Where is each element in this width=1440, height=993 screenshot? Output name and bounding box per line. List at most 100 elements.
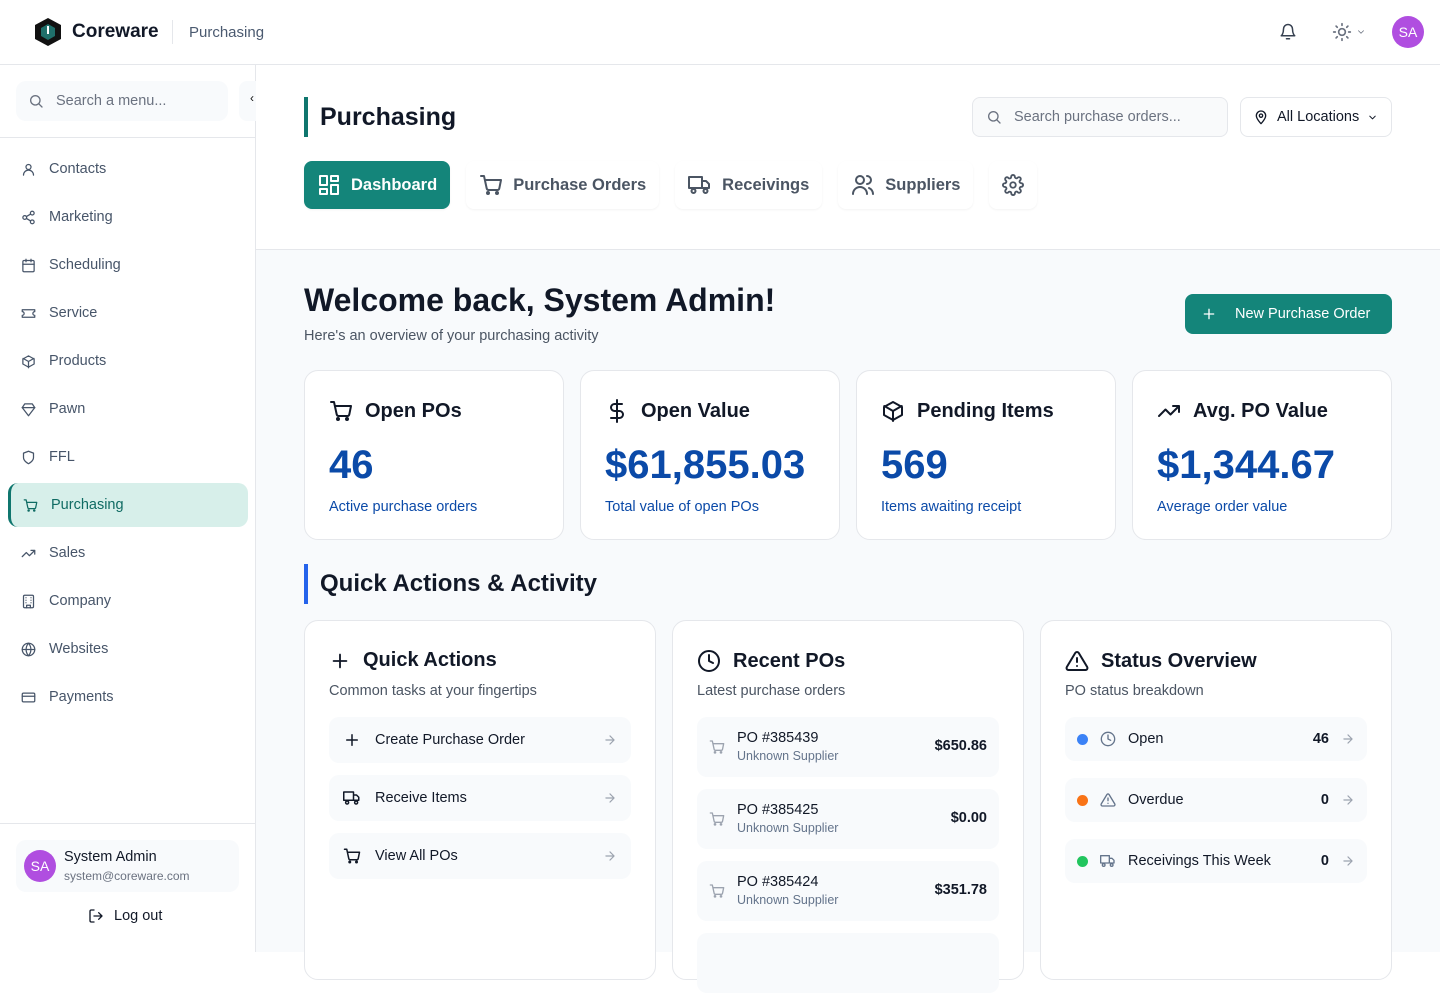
map-pin-icon <box>1255 110 1267 125</box>
truck-icon <box>343 791 360 805</box>
card-title: Recent POs <box>733 649 846 672</box>
po-number: PO #385424 <box>737 874 819 890</box>
sidebar-item-products[interactable]: Products <box>8 339 248 383</box>
user-avatar: SA <box>24 850 56 882</box>
building-icon <box>22 594 35 608</box>
po-list-item[interactable]: PO #385425 Unknown Supplier $0.00 <box>697 789 999 849</box>
divider <box>0 137 255 138</box>
tab-label: Dashboard <box>351 175 438 194</box>
tab-label: Purchase Orders <box>513 175 647 194</box>
stat-card: Open Value $61,855.03 Total value of open … <box>580 370 840 540</box>
cart-icon <box>709 740 725 754</box>
ticket-icon <box>21 308 36 318</box>
stat-title: Open Value <box>641 399 750 422</box>
status-label: Open <box>1128 731 1164 747</box>
stat-value: 569 <box>881 443 948 487</box>
sidebar-item-label: Marketing <box>49 209 113 225</box>
tab-settings[interactable] <box>989 161 1038 209</box>
new-purchase-order-button[interactable]: New Purchase Order <box>1185 294 1392 334</box>
quick-action-button[interactable]: Receive Items <box>329 775 631 821</box>
po-search-input[interactable]: Search purchase orders... <box>972 97 1228 137</box>
sidebar-item-label: FFL <box>49 449 75 465</box>
quick-action-label: Create Purchase Order <box>375 732 525 748</box>
user-email: system@coreware.com <box>64 869 190 883</box>
cart-icon <box>709 884 725 898</box>
sidebar-item-ffl[interactable]: FFL <box>8 435 248 479</box>
tab-purchase-orders[interactable]: Purchase Orders <box>466 161 660 209</box>
po-list-item[interactable] <box>697 933 999 993</box>
stat-subtitle: Active purchase orders <box>329 499 478 515</box>
status-row[interactable]: Receivings This Week 0 <box>1065 839 1367 883</box>
sidebar-item-label: Websites <box>49 641 109 657</box>
user-icon <box>22 163 35 176</box>
tab-dashboard[interactable]: Dashboard <box>304 161 451 209</box>
collapse-sidebar-button[interactable]: ‹ <box>239 81 256 121</box>
cart-icon <box>23 498 38 512</box>
arrow-right-icon <box>605 793 615 803</box>
plus-icon <box>346 734 358 746</box>
menu-search-input[interactable]: Search a menu... <box>16 81 228 121</box>
status-dot <box>1077 794 1088 806</box>
search-icon <box>988 111 1001 124</box>
breadcrumb[interactable]: Purchasing <box>189 24 265 41</box>
stat-card: Pending Items 569 Items awaiting receipt <box>856 370 1116 540</box>
status-overview-card: Status Overview PO status breakdown Open… <box>1040 620 1392 980</box>
shield-icon <box>22 450 35 464</box>
quick-action-button[interactable]: View All POs <box>329 833 631 879</box>
arrow-right-icon <box>1343 856 1353 866</box>
avatar[interactable]: SA <box>1392 16 1424 48</box>
page-title: Purchasing <box>304 97 456 137</box>
status-row[interactable]: Open 46 <box>1065 717 1367 761</box>
cart-icon <box>343 848 361 864</box>
status-count: 46 <box>1312 731 1329 747</box>
sidebar-item-sales[interactable]: Sales <box>8 531 248 575</box>
po-list-item[interactable]: PO #385439 Unknown Supplier $650.86 <box>697 717 999 777</box>
quick-action-button[interactable]: Create Purchase Order <box>329 717 631 763</box>
sidebar-item-service[interactable]: Service <box>8 291 248 335</box>
sidebar-item-marketing[interactable]: Marketing <box>8 195 248 239</box>
stat-subtitle: Total value of open POs <box>605 499 759 515</box>
sidebar-item-purchasing[interactable]: Purchasing <box>8 483 248 527</box>
divider <box>172 20 173 44</box>
stat-subtitle: Items awaiting receipt <box>881 499 1022 515</box>
sidebar-item-scheduling[interactable]: Scheduling <box>8 243 248 287</box>
section-title: Quick Actions & Activity <box>304 564 597 604</box>
sidebar-item-pawn[interactable]: Pawn <box>8 387 248 431</box>
card-subtitle: Common tasks at your fingertips <box>329 683 537 699</box>
sidebar-item-contacts[interactable]: Contacts <box>8 147 248 191</box>
location-select[interactable]: All Locations <box>1240 97 1392 137</box>
location-value: All Locations <box>1277 109 1360 125</box>
new-po-label: New Purchase Order <box>1235 306 1371 322</box>
sidebar-item-label: Service <box>49 305 98 321</box>
tab-receivings[interactable]: Receivings <box>675 161 823 209</box>
status-row[interactable]: Overdue 0 <box>1065 778 1367 822</box>
globe-icon <box>21 642 36 656</box>
sidebar-item-company[interactable]: Company <box>8 579 248 623</box>
sidebar-item-websites[interactable]: Websites <box>8 627 248 671</box>
alert-triangle-icon <box>1065 650 1089 671</box>
stat-card: Avg. PO Value $1,344.67 Average order valu… <box>1132 370 1392 540</box>
po-list-item[interactable]: PO #385424 Unknown Supplier $351.78 <box>697 861 999 921</box>
sidebar-item-payments[interactable]: Payments <box>8 675 248 719</box>
trending-up-icon <box>21 549 36 557</box>
po-amount: $650.86 <box>934 738 987 754</box>
card-title: Status Overview <box>1101 649 1257 672</box>
search-placeholder: Search purchase orders... <box>1014 109 1181 125</box>
arrow-right-icon <box>605 735 615 745</box>
sidebar-item-label: Company <box>49 593 112 609</box>
sidebar-item-label: Payments <box>49 689 114 705</box>
box-icon <box>22 354 35 368</box>
coreware-logo <box>35 18 61 46</box>
bell-icon[interactable] <box>1279 23 1297 41</box>
share-icon <box>22 210 35 224</box>
clock-icon <box>698 650 720 672</box>
tab-suppliers[interactable]: Suppliers <box>838 161 974 209</box>
sidebar: Search a menu... ‹ Contacts Marketing Sche… <box>0 65 256 952</box>
chevron-down-icon <box>1358 30 1364 34</box>
user-profile[interactable]: SA System Admin system@coreware.com <box>16 840 239 892</box>
logout-button[interactable]: Log out <box>88 908 162 924</box>
card-title: Quick Actions <box>363 649 497 671</box>
stat-value: $1,344.67 <box>1157 443 1335 487</box>
theme-toggle[interactable] <box>1332 22 1366 42</box>
stat-subtitle: Average order value <box>1157 499 1288 515</box>
